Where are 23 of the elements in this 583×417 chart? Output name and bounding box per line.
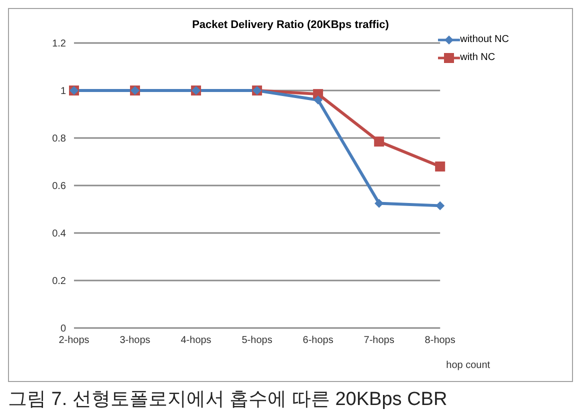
- x-tick-label: 8-hops: [424, 335, 456, 346]
- x-tick-label: 6-hops: [302, 335, 334, 346]
- legend-label: without NC: [460, 33, 509, 47]
- x-tick-label: 2-hops: [58, 335, 90, 346]
- point: [435, 162, 446, 172]
- legend-label: with NC: [460, 51, 496, 65]
- x-tick-label: 4-hops: [180, 335, 212, 346]
- point: [314, 96, 323, 104]
- y-tick-label: 0: [60, 324, 66, 335]
- caption: 그림 7. 선형토폴로지에서 홉수에 따른 20KBps CBR: [8, 388, 448, 412]
- x-axis-title: hop count: [446, 360, 490, 371]
- y-tick-label: 0.6: [52, 181, 66, 192]
- x-tick-label: 5-hops: [242, 335, 272, 346]
- y-tick-label: 1.2: [52, 38, 66, 50]
- y-tick-label: 1: [60, 86, 66, 98]
- y-tick-label: 0.2: [52, 276, 66, 288]
- x-tick-label: 3-hops: [120, 335, 150, 346]
- y-tick-label: 0.8: [52, 134, 66, 145]
- point: [436, 201, 445, 210]
- point: [374, 136, 384, 147]
- chart-title: Packet Delivery Ratio (20KBps traffic): [191, 19, 390, 31]
- y-tick-label: 0.4: [52, 228, 66, 240]
- x-tick-label: 7-hops: [364, 335, 394, 346]
